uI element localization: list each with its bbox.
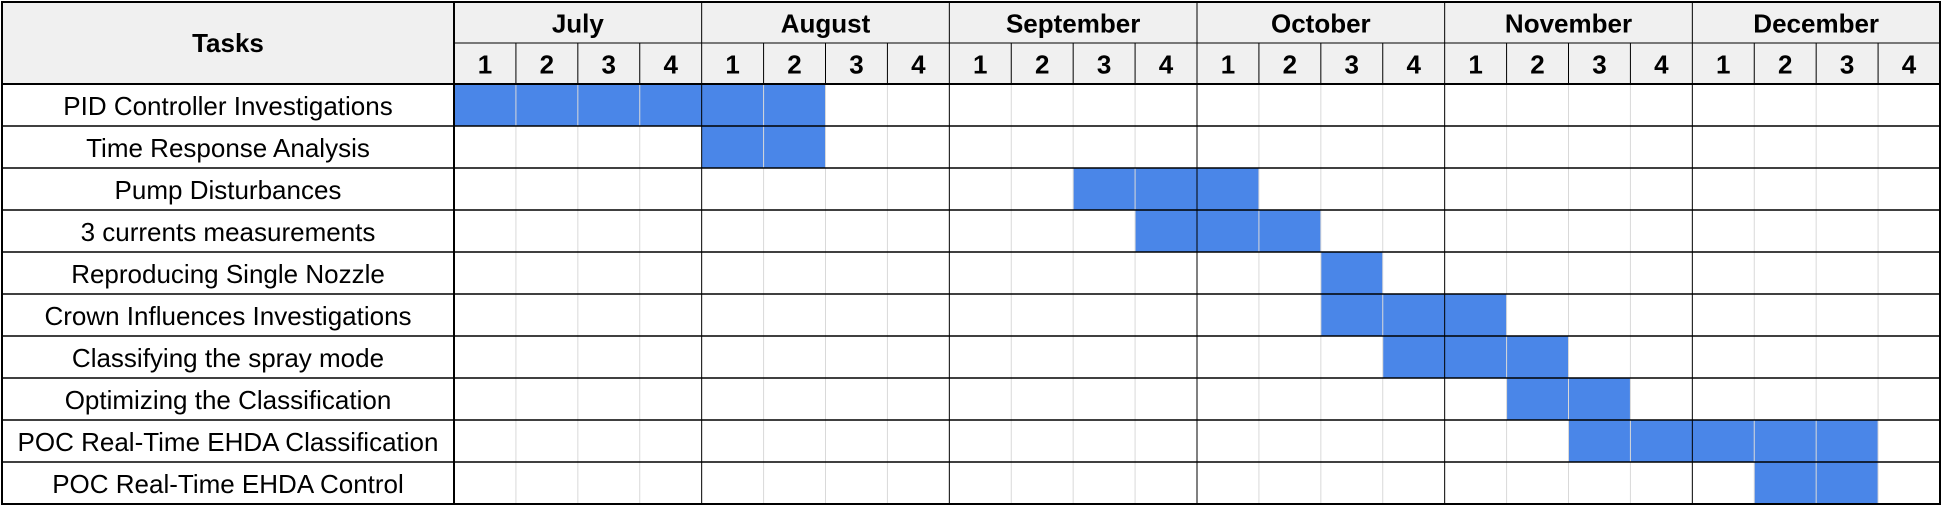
week-label: 3 xyxy=(1345,50,1359,80)
task-label: Classifying the spray mode xyxy=(72,343,384,373)
month-label: September xyxy=(1006,9,1140,39)
week-label: 1 xyxy=(725,50,739,80)
week-label: 1 xyxy=(478,50,492,80)
month-label: July xyxy=(552,9,605,39)
task-label: POC Real-Time EHDA Classification xyxy=(18,427,439,457)
task-label: Reproducing Single Nozzle xyxy=(71,259,385,289)
month-label: August xyxy=(781,9,871,39)
week-label: 1 xyxy=(973,50,987,80)
week-label: 4 xyxy=(911,50,926,80)
week-label: 4 xyxy=(1406,50,1421,80)
task-bar xyxy=(1382,336,1569,378)
month-label: December xyxy=(1753,9,1879,39)
week-label: 3 xyxy=(1592,50,1606,80)
tasks-column-header: Tasks xyxy=(192,28,264,58)
week-label: 3 xyxy=(602,50,616,80)
labels-layer: Tasks July August September October November… xyxy=(18,9,1917,500)
week-label: 4 xyxy=(1902,50,1917,80)
month-label: November xyxy=(1505,9,1632,39)
task-label: Optimizing the Classification xyxy=(65,385,392,415)
week-label: 2 xyxy=(540,50,554,80)
task-label: Pump Disturbances xyxy=(115,175,342,205)
task-bar xyxy=(1135,210,1321,252)
week-label: 2 xyxy=(1530,50,1544,80)
week-label: 3 xyxy=(849,50,863,80)
task-label: PID Controller Investigations xyxy=(63,91,392,121)
week-label: 2 xyxy=(1035,50,1049,80)
week-label: 3 xyxy=(1840,50,1854,80)
week-label: 2 xyxy=(787,50,801,80)
week-label: 1 xyxy=(1221,50,1235,80)
month-label: October xyxy=(1271,9,1371,39)
week-label: 4 xyxy=(1159,50,1174,80)
week-label: 4 xyxy=(1654,50,1669,80)
task-label: 3 currents measurements xyxy=(81,217,376,247)
task-bar xyxy=(1320,294,1507,336)
week-label: 4 xyxy=(663,50,678,80)
week-label: 1 xyxy=(1716,50,1730,80)
week-label: 2 xyxy=(1778,50,1792,80)
week-label: 2 xyxy=(1283,50,1297,80)
task-bar xyxy=(1073,168,1259,210)
task-label: Time Response Analysis xyxy=(86,133,370,163)
task-bar xyxy=(1320,252,1383,294)
week-label: 1 xyxy=(1468,50,1482,80)
task-bar xyxy=(1568,420,1879,462)
week-label: 3 xyxy=(1097,50,1111,80)
task-label: Crown Influences Investigations xyxy=(44,301,411,331)
task-label: POC Real-Time EHDA Control xyxy=(52,469,404,499)
